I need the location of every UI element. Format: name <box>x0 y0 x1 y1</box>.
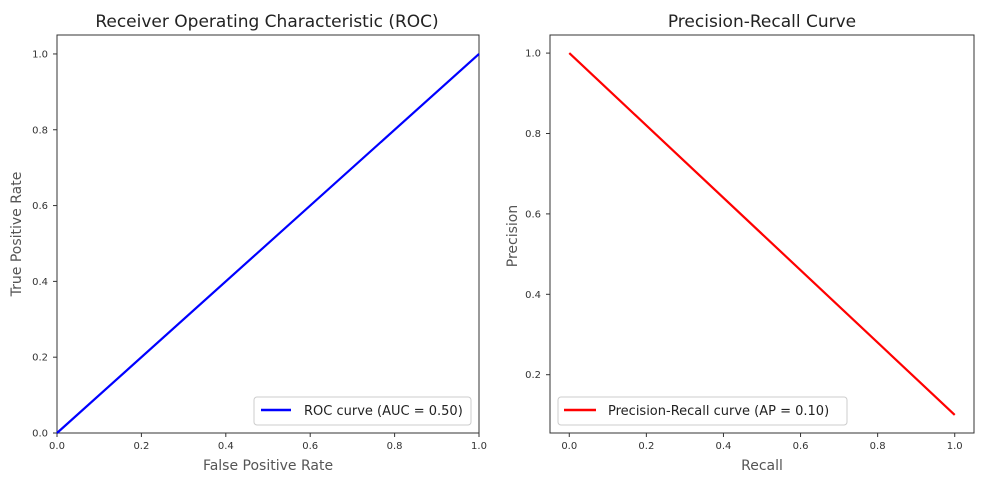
pr-chart-panel: Precision-Recall Curve 0.0 0.2 0.4 0.6 0.8 1.… <box>505 12 975 474</box>
roc-y-tick-label: 0.2 <box>32 353 48 364</box>
pr-x-tick-label: 0.0 <box>561 441 577 452</box>
pr-lines <box>568 52 956 416</box>
pr-chart-title: Precision-Recall Curve <box>668 12 856 32</box>
roc-chart-panel: Receiver Operating Characteristic (ROC) … <box>9 12 487 474</box>
pr-x-tick-label: 1.0 <box>947 441 963 452</box>
roc-chart-title: Receiver Operating Characteristic (ROC) <box>95 12 438 32</box>
pr-y-tick-label: 0.8 <box>525 129 541 140</box>
pr-x-tick-label: 0.8 <box>870 441 886 452</box>
pr-y-axis-label: Precision <box>505 205 521 267</box>
pr-plot-area <box>549 34 975 434</box>
pr-x-axis-label: Recall <box>741 458 783 474</box>
roc-x-tick-label: 1.0 <box>471 441 487 452</box>
roc-x-tick-label: 0.2 <box>133 441 149 452</box>
pr-x-tick-label: 0.2 <box>638 441 654 452</box>
roc-lines <box>56 53 480 434</box>
roc-legend-box <box>253 396 472 426</box>
roc-plot-area <box>56 34 480 434</box>
roc-y-tick-label: 0.0 <box>32 429 48 440</box>
pr-x-tick-label: 0.4 <box>716 441 732 452</box>
roc-x-tick-label: 0.6 <box>302 441 318 452</box>
pr-legend-label: Precision-Recall curve (AP = 0.10) <box>608 404 829 419</box>
roc-curve-series-0 <box>56 53 480 434</box>
roc-y-tick-label: 0.6 <box>32 201 48 212</box>
roc-x-tick-label: 0.4 <box>218 441 234 452</box>
roc-y-tick-label: 0.4 <box>32 277 48 288</box>
roc-legend-label: ROC curve (AUC = 0.50) <box>304 404 463 419</box>
pr-y-tick-label: 0.6 <box>525 209 541 220</box>
roc-x-tick-label: 0.8 <box>387 441 403 452</box>
pr-y-tick-label: 1.0 <box>525 49 541 60</box>
pr-y-tick-label: 0.4 <box>525 290 541 301</box>
roc-x-tick-label: 0.0 <box>49 441 65 452</box>
pr-legend: Precision-Recall curve (AP = 0.10) <box>557 396 848 426</box>
roc-x-axis-label: False Positive Rate <box>203 458 333 474</box>
pr-ticks: 0.0 0.2 0.4 0.6 0.8 1.0 0.2 0.4 0.6 0.8 1.0 <box>525 49 963 452</box>
roc-y-tick-label: 0.8 <box>32 125 48 136</box>
roc-ticks: 0.0 0.2 0.4 0.6 0.8 1.0 0.0 0.2 0.4 0.6 0.8 1.0 <box>32 49 487 452</box>
pr-x-tick-label: 0.6 <box>793 441 809 452</box>
roc-legend: ROC curve (AUC = 0.50) <box>253 396 472 426</box>
pr-curve-series-0 <box>568 52 956 416</box>
pr-legend-box <box>557 396 848 426</box>
pr-y-tick-label: 0.2 <box>525 370 541 381</box>
roc-y-axis-label: True Positive Rate <box>9 172 25 298</box>
roc-y-tick-label: 1.0 <box>32 49 48 60</box>
